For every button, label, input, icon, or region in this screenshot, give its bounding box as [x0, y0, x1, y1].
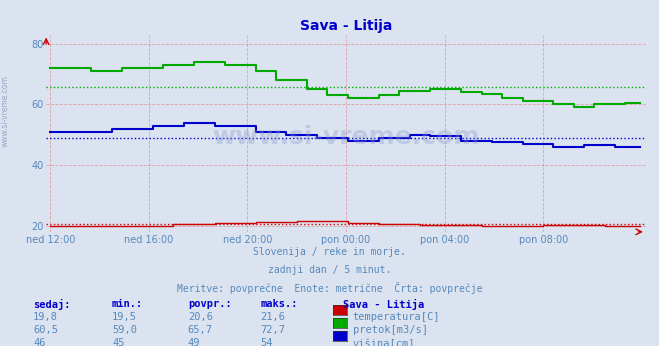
- Text: 21,6: 21,6: [260, 312, 285, 322]
- Text: 60,5: 60,5: [33, 325, 58, 335]
- Text: 49: 49: [188, 338, 200, 346]
- Text: min.:: min.:: [112, 299, 143, 309]
- Text: Slovenija / reke in morje.: Slovenija / reke in morje.: [253, 247, 406, 257]
- Text: 46: 46: [33, 338, 45, 346]
- Text: 20,6: 20,6: [188, 312, 213, 322]
- Text: maks.:: maks.:: [260, 299, 298, 309]
- Text: višina[cm]: višina[cm]: [353, 338, 415, 346]
- Text: pretok[m3/s]: pretok[m3/s]: [353, 325, 428, 335]
- Title: Sava - Litija: Sava - Litija: [300, 19, 392, 34]
- Text: sedaj:: sedaj:: [33, 299, 71, 310]
- Text: povpr.:: povpr.:: [188, 299, 231, 309]
- Text: 45: 45: [112, 338, 125, 346]
- Text: 19,5: 19,5: [112, 312, 137, 322]
- Text: 54: 54: [260, 338, 273, 346]
- Text: Sava - Litija: Sava - Litija: [343, 299, 424, 310]
- Text: 19,8: 19,8: [33, 312, 58, 322]
- Text: 72,7: 72,7: [260, 325, 285, 335]
- Text: temperatura[C]: temperatura[C]: [353, 312, 440, 322]
- Text: www.si-vreme.com: www.si-vreme.com: [1, 75, 10, 147]
- Text: Meritve: povprečne  Enote: metrične  Črta: povprečje: Meritve: povprečne Enote: metrične Črta:…: [177, 282, 482, 294]
- Text: 65,7: 65,7: [188, 325, 213, 335]
- Text: www.si-vreme.com: www.si-vreme.com: [212, 125, 480, 149]
- Text: 59,0: 59,0: [112, 325, 137, 335]
- Text: zadnji dan / 5 minut.: zadnji dan / 5 minut.: [268, 265, 391, 275]
